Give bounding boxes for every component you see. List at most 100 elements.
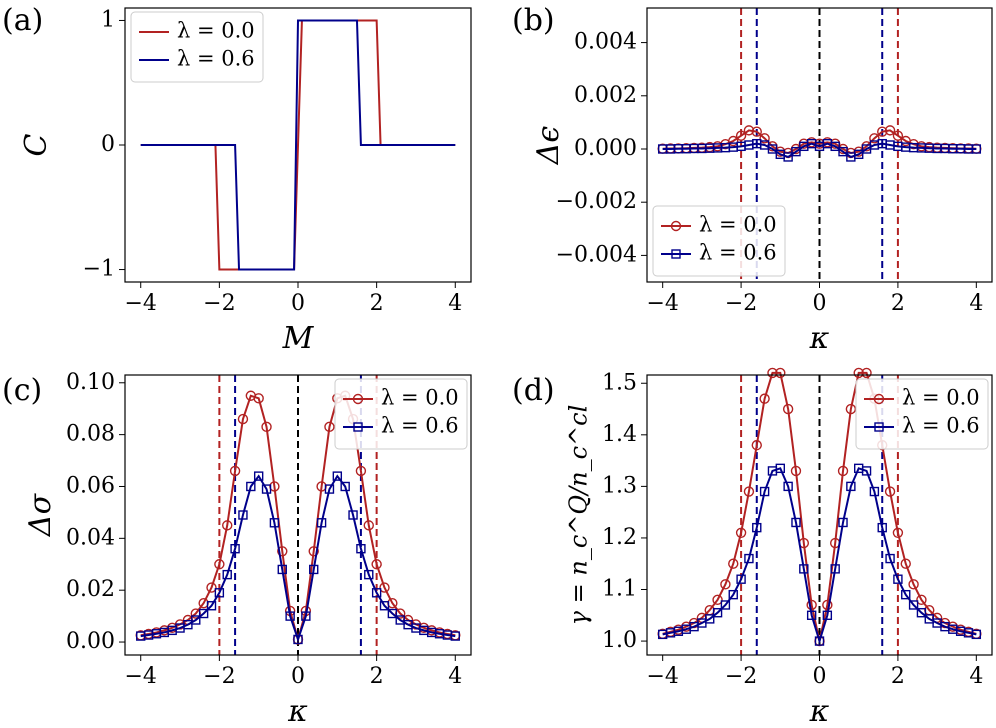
x-tick-label: −2 <box>203 664 235 689</box>
legend: λ = 0.0 λ = 0.6 <box>652 205 786 277</box>
marker <box>830 564 840 574</box>
marker <box>846 481 856 492</box>
marker <box>916 608 927 618</box>
marker <box>340 481 350 492</box>
panel: (a) M C −4 −2 0 2 4 −1 0 1 λ = 0.0 λ = 0.6 <box>2 3 472 356</box>
marker <box>728 135 739 147</box>
marker <box>751 439 762 451</box>
y-axis-label: C <box>19 133 54 156</box>
legend-box <box>855 378 989 450</box>
marker <box>316 518 327 528</box>
marker <box>736 574 746 584</box>
y-axis-label: Δϵ <box>531 126 566 166</box>
y-tick-label: −0.002 <box>556 189 637 214</box>
marker <box>301 611 311 621</box>
marker <box>238 510 248 520</box>
y-tick-label: 1 <box>101 7 115 32</box>
x-tick-label: −4 <box>125 664 157 689</box>
marker <box>379 582 390 593</box>
marker <box>324 421 335 433</box>
series-line <box>140 474 456 643</box>
marker <box>229 465 241 477</box>
y-tick-label: 0.000 <box>574 136 637 161</box>
panel: (b) κ Δϵ −4 −2 0 2 4 −0.004 −0.002 0.000 0.002 0.004… <box>512 3 993 356</box>
marker <box>759 133 770 144</box>
panel: (c) κ Δσ −4 −2 0 2 4 0.00 0.02 0.04 0.06 0.08 0.10 λ =… <box>2 370 472 728</box>
x-axis-label: κ <box>809 694 830 728</box>
marker <box>222 569 232 580</box>
x-tick-label: 2 <box>891 291 905 316</box>
marker <box>332 471 343 481</box>
marker <box>743 125 755 136</box>
marker <box>885 553 895 564</box>
y-tick-label: 1.0 <box>602 628 637 653</box>
marker <box>712 594 723 606</box>
marker <box>869 486 880 497</box>
x-tick-label: −4 <box>646 664 678 689</box>
marker <box>893 574 903 584</box>
x-tick-label: −4 <box>125 291 157 316</box>
legend-label: λ = 0.6 <box>699 241 777 265</box>
y-tick-label: −1 <box>83 257 115 282</box>
marker <box>712 608 723 618</box>
marker <box>790 465 802 477</box>
x-tick-label: 4 <box>969 664 983 689</box>
marker <box>735 130 747 141</box>
marker <box>838 146 848 157</box>
marker <box>838 517 848 528</box>
x-tick-label: 2 <box>370 664 384 689</box>
marker <box>901 589 911 600</box>
marker <box>830 141 840 152</box>
legend-box <box>130 11 264 83</box>
marker <box>892 527 904 538</box>
x-axis-label: κ <box>809 321 830 356</box>
marker <box>814 636 825 646</box>
marker <box>782 403 794 415</box>
series-line <box>662 467 977 645</box>
marker <box>356 544 366 554</box>
x-tick-label: 0 <box>813 664 827 689</box>
marker <box>877 522 887 533</box>
marker <box>364 569 374 580</box>
legend-label: λ = 0.0 <box>381 386 459 410</box>
marker <box>728 589 738 600</box>
marker <box>261 421 272 433</box>
marker <box>877 126 888 137</box>
marker <box>799 564 809 574</box>
x-tick-label: 2 <box>891 664 905 689</box>
y-tick-label: 1.2 <box>602 525 637 550</box>
marker <box>253 471 264 481</box>
marker <box>206 601 217 611</box>
marker <box>806 610 817 620</box>
legend-box <box>334 378 468 450</box>
marker <box>387 608 398 619</box>
marker <box>206 582 217 593</box>
marker <box>791 146 801 157</box>
x-tick-label: 0 <box>291 664 305 689</box>
legend: λ = 0.0 λ = 0.6 <box>855 378 989 450</box>
axes-frame <box>646 7 993 283</box>
marker <box>379 601 390 611</box>
y-tick-label: 0.02 <box>66 577 115 602</box>
y-tick-label: 0.08 <box>66 422 115 447</box>
legend-marker <box>874 422 884 432</box>
marker <box>854 149 864 160</box>
marker <box>191 615 201 625</box>
marker <box>348 510 358 520</box>
x-tick-label: 0 <box>813 291 827 316</box>
marker <box>908 579 919 590</box>
y-axis-label: Δσ <box>23 492 58 537</box>
panel-label: (a) <box>2 3 43 38</box>
panel: (d) κ γ = n_c^Q/n_c^cl −4 −2 0 2 4 1.0 1.1 1.2 1.3 1… <box>512 367 993 728</box>
marker <box>767 367 778 379</box>
marker <box>363 520 374 531</box>
marker <box>752 522 762 533</box>
y-tick-label: 0.00 <box>66 629 115 654</box>
marker <box>759 393 770 404</box>
marker <box>355 465 367 477</box>
legend-label: λ = 0.0 <box>699 213 777 237</box>
marker <box>277 564 287 575</box>
legend-marker <box>353 422 363 432</box>
y-tick-label: 0 <box>101 132 115 157</box>
